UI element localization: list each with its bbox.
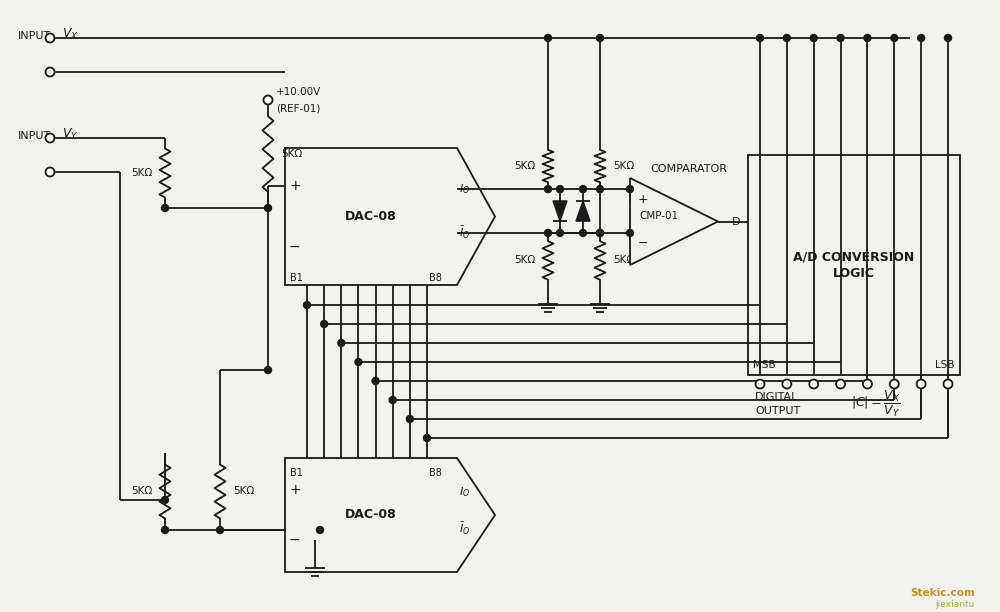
Circle shape — [810, 34, 817, 42]
Circle shape — [918, 34, 925, 42]
Text: CMP-01: CMP-01 — [640, 211, 679, 220]
Circle shape — [265, 204, 272, 212]
Text: INPUT: INPUT — [18, 31, 51, 41]
Circle shape — [264, 95, 273, 105]
Text: $\bar{I}_O$: $\bar{I}_O$ — [459, 521, 470, 537]
Circle shape — [162, 204, 169, 212]
Text: +: + — [638, 193, 649, 206]
Text: $|C| = \dfrac{V_X}{V_Y}$: $|C| = \dfrac{V_X}{V_Y}$ — [851, 389, 900, 419]
Text: 5KΩ: 5KΩ — [514, 255, 535, 266]
Text: DAC-08: DAC-08 — [345, 509, 397, 521]
Circle shape — [890, 379, 899, 389]
Circle shape — [626, 185, 634, 193]
Text: $V_X$: $V_X$ — [62, 26, 79, 42]
Circle shape — [162, 496, 169, 504]
Text: D: D — [732, 217, 740, 226]
Circle shape — [304, 302, 311, 308]
Circle shape — [217, 526, 224, 534]
Circle shape — [837, 34, 844, 42]
Circle shape — [544, 230, 552, 236]
Circle shape — [338, 340, 345, 346]
Polygon shape — [285, 148, 495, 285]
Circle shape — [757, 34, 764, 42]
Circle shape — [943, 379, 952, 389]
Circle shape — [265, 367, 272, 373]
Circle shape — [580, 230, 586, 236]
Circle shape — [321, 321, 328, 327]
Text: DIGITAL: DIGITAL — [755, 392, 798, 402]
Text: 5KΩ: 5KΩ — [514, 161, 535, 171]
Circle shape — [782, 379, 791, 389]
Text: jiexiantu: jiexiantu — [936, 600, 975, 609]
Circle shape — [389, 397, 396, 403]
Text: +10.00V: +10.00V — [276, 87, 321, 97]
Circle shape — [556, 230, 564, 236]
Circle shape — [406, 416, 413, 422]
Circle shape — [580, 185, 586, 193]
Circle shape — [917, 379, 926, 389]
Circle shape — [544, 185, 552, 193]
Text: +: + — [289, 179, 301, 193]
Bar — [748, 155, 960, 375]
Text: B1: B1 — [290, 273, 303, 283]
Text: COMPARATOR: COMPARATOR — [650, 164, 728, 174]
Text: LSB: LSB — [935, 360, 955, 370]
Text: B1: B1 — [290, 468, 303, 478]
Circle shape — [809, 379, 818, 389]
Text: +: + — [289, 483, 301, 497]
Circle shape — [46, 168, 55, 176]
Circle shape — [46, 133, 55, 143]
Text: DAC-08: DAC-08 — [345, 210, 397, 223]
Text: −: − — [289, 240, 301, 253]
Text: (REF-01): (REF-01) — [276, 103, 320, 113]
Polygon shape — [285, 458, 495, 572]
Polygon shape — [576, 201, 590, 221]
Text: $I_O$: $I_O$ — [459, 182, 470, 196]
Text: $V_Y$: $V_Y$ — [62, 127, 78, 141]
Circle shape — [783, 34, 790, 42]
Circle shape — [372, 378, 379, 384]
Circle shape — [596, 34, 604, 42]
Circle shape — [355, 359, 362, 365]
Text: $I_O$: $I_O$ — [459, 485, 470, 499]
Circle shape — [626, 230, 634, 236]
Text: 5KΩ: 5KΩ — [281, 149, 302, 159]
Text: B8: B8 — [429, 273, 442, 283]
Circle shape — [864, 34, 871, 42]
Circle shape — [46, 34, 55, 42]
Text: A/D CONVERSION: A/D CONVERSION — [793, 250, 915, 264]
Circle shape — [544, 34, 552, 42]
Text: MSB: MSB — [753, 360, 776, 370]
Text: 5KΩ: 5KΩ — [613, 255, 634, 266]
Circle shape — [891, 34, 898, 42]
Circle shape — [836, 379, 845, 389]
Text: INPUT: INPUT — [18, 131, 51, 141]
Text: 5KΩ: 5KΩ — [233, 487, 254, 496]
Text: B8: B8 — [429, 468, 442, 478]
Circle shape — [556, 185, 564, 193]
Text: Stekic.com: Stekic.com — [910, 588, 975, 598]
Circle shape — [162, 526, 169, 534]
Text: −: − — [638, 237, 648, 250]
Text: 5KΩ: 5KΩ — [131, 487, 152, 496]
Circle shape — [596, 185, 604, 193]
Text: $\bar{I}_O$: $\bar{I}_O$ — [459, 225, 470, 241]
Text: 5KΩ: 5KΩ — [613, 161, 634, 171]
Text: −: − — [289, 533, 301, 547]
Text: 5KΩ: 5KΩ — [131, 168, 152, 178]
Circle shape — [863, 379, 872, 389]
Text: LOGIC: LOGIC — [833, 266, 875, 280]
Polygon shape — [553, 201, 567, 221]
Circle shape — [756, 379, 765, 389]
Circle shape — [317, 526, 324, 534]
Polygon shape — [630, 178, 718, 265]
Circle shape — [46, 67, 55, 76]
Circle shape — [596, 230, 604, 236]
Circle shape — [944, 34, 951, 42]
Text: OUTPUT: OUTPUT — [755, 406, 800, 416]
Circle shape — [424, 435, 430, 441]
Circle shape — [596, 230, 604, 236]
